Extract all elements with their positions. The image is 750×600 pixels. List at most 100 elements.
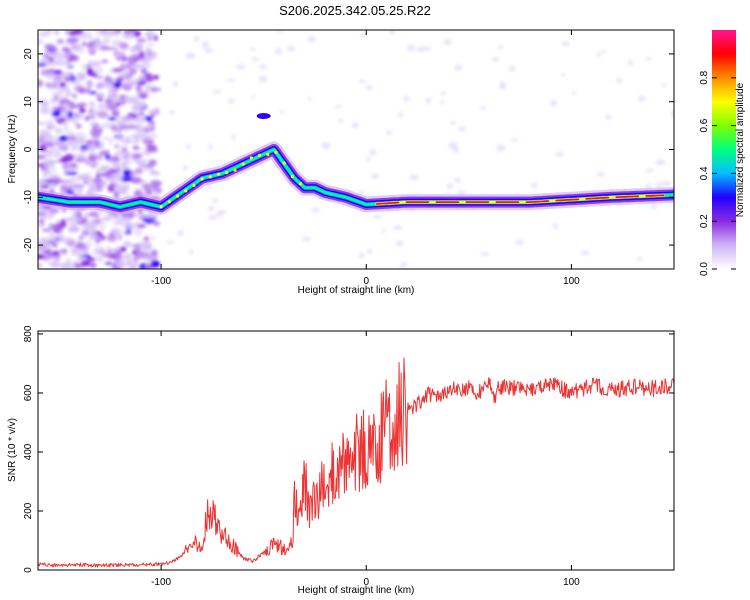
heatmap-noise-blob bbox=[112, 221, 121, 226]
heatmap-noise-blob bbox=[107, 116, 118, 121]
heatmap-noise-blob bbox=[65, 189, 75, 195]
heatmap-noise-blob bbox=[53, 254, 61, 261]
heatmap-noise-blob bbox=[188, 249, 194, 255]
colorbar-tick-label: 0.8 bbox=[699, 70, 710, 84]
heatmap-noise-blob bbox=[64, 51, 75, 60]
heatmap-noise-blob bbox=[116, 136, 124, 142]
heatmap-ridge-spot bbox=[208, 175, 212, 179]
heatmap-noise-blob bbox=[88, 90, 97, 95]
heatmap-noise-blob bbox=[64, 76, 70, 83]
heatmap-noise-blob bbox=[90, 72, 98, 78]
heatmap-noise-blob bbox=[89, 222, 98, 230]
heatmap-noise-blob bbox=[81, 32, 87, 38]
heatmap-noise-blob bbox=[89, 262, 97, 268]
heatmap-noise-blob bbox=[359, 189, 364, 195]
heatmap-noise-blob bbox=[101, 32, 113, 39]
heatmap-noise-blob bbox=[123, 240, 130, 247]
heatmap-noise-blob bbox=[56, 38, 65, 45]
heatmap-noise-blob bbox=[146, 253, 158, 262]
heatmap-noise-blob bbox=[406, 44, 415, 52]
heatmap-noise-blob bbox=[561, 73, 566, 78]
heatmap-noise-blob bbox=[87, 256, 96, 262]
heatmap-noise-blob bbox=[321, 142, 331, 150]
heatmap-noise-blob bbox=[135, 247, 141, 253]
heatmap-noise-blob bbox=[561, 41, 570, 47]
heatmap-noise-blob bbox=[76, 189, 83, 196]
heatmap-noise-blob bbox=[148, 159, 157, 166]
heatmap-noise-blob bbox=[47, 183, 57, 187]
heatmap-noise-blob bbox=[111, 262, 116, 269]
heatmap-noise-blob bbox=[95, 125, 105, 129]
snr-x-tick-label: 0 bbox=[363, 577, 369, 588]
heatmap-noise-blob bbox=[143, 243, 153, 251]
heatmap-ridge-spot bbox=[216, 172, 221, 176]
heatmap-noise-blob bbox=[102, 122, 113, 128]
heatmap-noise-blob bbox=[69, 225, 74, 231]
heatmap-noise-blob bbox=[54, 127, 64, 134]
heatmap-noise-blob bbox=[41, 246, 52, 251]
heatmap-noise-blob bbox=[124, 96, 135, 104]
heatmap-noise-blob bbox=[127, 54, 137, 59]
heatmap-noise-blob bbox=[403, 96, 410, 102]
heatmap-noise-blob bbox=[98, 173, 105, 177]
heatmap-noise-blob bbox=[216, 210, 225, 217]
heatmap-noise-blob bbox=[251, 95, 256, 99]
heatmap-noise-blob bbox=[42, 156, 52, 160]
heatmap-noise-blob bbox=[132, 153, 143, 159]
heatmap-noise-blob bbox=[126, 258, 132, 266]
heatmap-ridge-spot bbox=[241, 162, 245, 166]
heatmap-ridge-spot bbox=[257, 153, 262, 157]
heatmap-noise-blob bbox=[51, 178, 64, 184]
heatmap-noise-blob bbox=[600, 49, 607, 53]
heatmap-noise-blob bbox=[110, 228, 122, 236]
heatmap-noise-blob bbox=[86, 87, 91, 95]
heatmap-noise-blob bbox=[142, 138, 155, 145]
heatmap-noise-blob bbox=[40, 69, 51, 76]
colorbar-label: Normalized spectral amplitude bbox=[735, 82, 746, 217]
heatmap-noise-blob bbox=[41, 228, 52, 233]
heatmap-noise-blob bbox=[64, 127, 69, 132]
heatmap-noise-blob bbox=[89, 231, 98, 240]
heatmap-noise-blob bbox=[365, 84, 373, 91]
heatmap-noise-blob bbox=[40, 101, 50, 108]
heatmap-noise-blob bbox=[596, 52, 602, 57]
heatmap-noise-blob bbox=[662, 180, 672, 187]
heatmap-noise-blob bbox=[143, 183, 152, 192]
heatmap-noise-blob bbox=[136, 89, 144, 97]
heatmap-noise-blob bbox=[147, 108, 159, 117]
heatmap-noise-blob bbox=[84, 116, 89, 122]
heatmap-isolated-patch bbox=[256, 113, 271, 120]
heatmap-noise-blob bbox=[41, 141, 52, 147]
heatmap-noise-blob bbox=[114, 81, 123, 88]
heatmap-noise-blob bbox=[65, 89, 72, 97]
heatmap-noise-blob bbox=[392, 225, 403, 231]
heatmap-noise-blob bbox=[75, 242, 87, 249]
heatmap-noise-blob bbox=[71, 145, 80, 150]
heatmap-noise-blob bbox=[80, 260, 91, 267]
heatmap-noise-blob bbox=[106, 245, 111, 252]
heatmap-noise-blob bbox=[90, 160, 96, 166]
heatmap-noise-blob bbox=[491, 56, 500, 62]
heatmap-noise-blob bbox=[115, 166, 121, 175]
heatmap-noise-blob bbox=[55, 69, 63, 75]
heatmap-noise-blob bbox=[58, 236, 66, 242]
heatmap-noise-blob bbox=[670, 110, 674, 118]
heatmap-noise-blob bbox=[48, 146, 58, 153]
heatmap-noise-blob bbox=[185, 144, 191, 149]
heatmap-noise-blob bbox=[604, 115, 612, 120]
heatmap-noise-blob bbox=[425, 97, 432, 104]
heatmap-noise-blob bbox=[185, 52, 196, 59]
heatmap-noise-blob bbox=[194, 35, 200, 43]
heatmap-noise-blob bbox=[38, 40, 45, 44]
heatmap-noise-blob bbox=[129, 68, 138, 75]
heatmap-noise-blob bbox=[307, 36, 316, 42]
heatmap-noise-blob bbox=[110, 124, 117, 131]
heatmap-noise-blob bbox=[105, 261, 112, 265]
colorbar-tick-label: 0.6 bbox=[699, 118, 710, 132]
heatmap-noise-blob bbox=[97, 97, 104, 102]
heatmap-ridge-spot bbox=[274, 150, 278, 154]
heatmap-noise-blob bbox=[307, 96, 313, 101]
heatmap-noise-blob bbox=[115, 261, 128, 269]
colorbar-gradient bbox=[712, 30, 736, 269]
spectrogram-ylabel: Frequency (Hz) bbox=[7, 115, 18, 184]
